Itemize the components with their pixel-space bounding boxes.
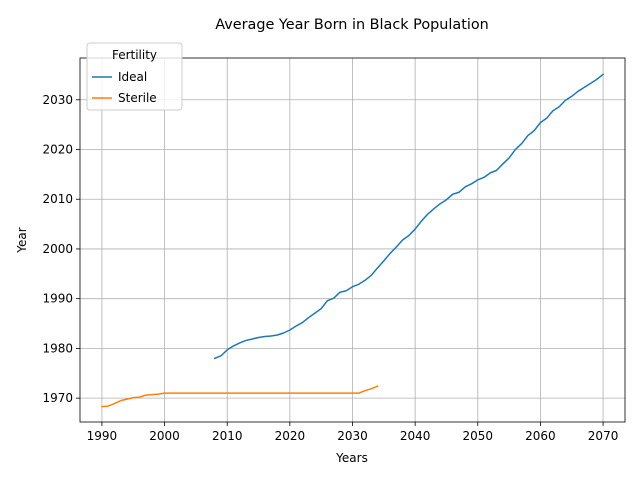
y-tick-label: 2010 <box>42 192 73 206</box>
y-tick-label: 1970 <box>42 391 73 405</box>
legend-entry-sterile: Sterile <box>118 91 157 105</box>
x-tick-label: 2050 <box>463 429 494 443</box>
chart-title: Average Year Born in Black Population <box>215 17 489 33</box>
x-tick-label: 2020 <box>275 429 306 443</box>
y-tick-label: 2020 <box>42 142 73 156</box>
legend-entry-ideal: Ideal <box>118 70 147 84</box>
x-tick-label: 2070 <box>588 429 619 443</box>
x-tick-label: 2000 <box>149 429 180 443</box>
x-tick-label: 2030 <box>337 429 368 443</box>
y-tick-label: 1990 <box>42 292 73 306</box>
x-tick-label: 2060 <box>525 429 556 443</box>
y-tick-label: 1980 <box>42 341 73 355</box>
x-tick-label: 2040 <box>400 429 431 443</box>
x-axis-label: Years <box>335 451 368 465</box>
x-tick-label: 2010 <box>212 429 243 443</box>
x-tick-label: 1990 <box>87 429 118 443</box>
y-axis-label: Year <box>15 227 29 253</box>
y-tick-label: 2030 <box>42 93 73 107</box>
y-tick-label: 2000 <box>42 242 73 256</box>
legend: Fertility Ideal Sterile <box>87 43 182 110</box>
legend-title: Fertility <box>112 48 157 62</box>
